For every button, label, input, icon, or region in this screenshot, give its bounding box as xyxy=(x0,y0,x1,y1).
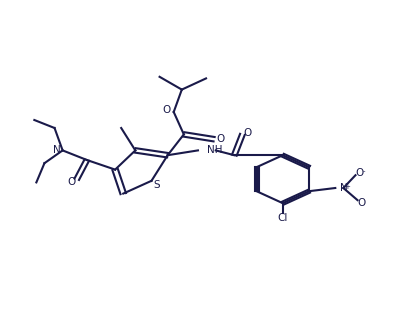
Text: O: O xyxy=(356,168,364,178)
Text: O: O xyxy=(216,134,224,144)
Text: N: N xyxy=(53,145,61,155)
Text: Cl: Cl xyxy=(278,212,288,223)
Text: N: N xyxy=(339,183,347,193)
Text: NH: NH xyxy=(207,145,222,156)
Text: O: O xyxy=(243,128,251,138)
Text: O: O xyxy=(358,198,366,208)
Text: S: S xyxy=(153,180,160,190)
Text: O: O xyxy=(68,177,76,188)
Text: +: + xyxy=(345,184,350,190)
Text: -: - xyxy=(363,168,366,174)
Text: O: O xyxy=(162,105,170,116)
